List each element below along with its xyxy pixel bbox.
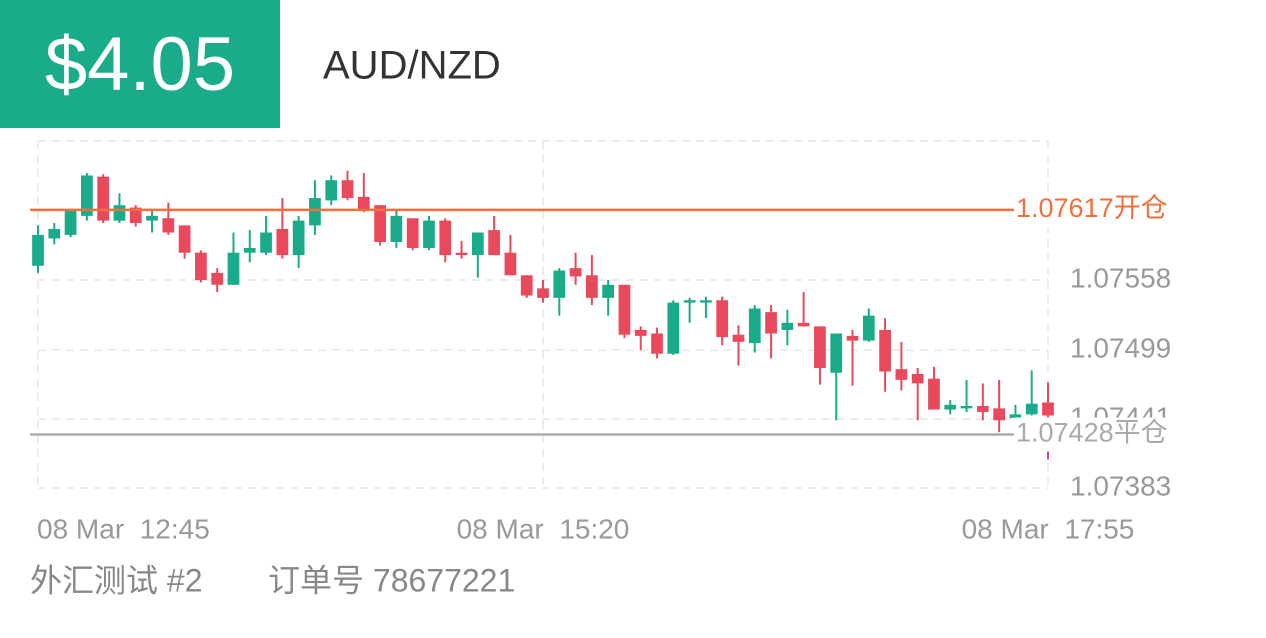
candle-body xyxy=(504,252,517,276)
candle-body xyxy=(374,205,386,243)
candle-body xyxy=(211,272,224,285)
account: 外汇测试 #2 xyxy=(30,562,203,598)
candle-body xyxy=(178,225,191,253)
candle-body xyxy=(993,408,1005,421)
candle-body xyxy=(667,302,680,354)
candle-body xyxy=(846,335,859,341)
candle-body xyxy=(455,252,468,256)
candle-body xyxy=(651,333,663,354)
x-tick-label: 08 Mar 15:20 xyxy=(457,513,630,544)
candle-body xyxy=(944,404,957,410)
candle-body xyxy=(765,312,777,334)
candle-body xyxy=(64,209,77,235)
candle-body xyxy=(537,288,549,298)
candle-body xyxy=(911,373,924,384)
candle-body xyxy=(48,228,61,239)
y-tick-label: 1.07558 xyxy=(1070,262,1171,293)
order-label-bg xyxy=(1014,417,1189,452)
candle-body xyxy=(1042,402,1054,416)
candle-body xyxy=(406,218,419,248)
candle-body xyxy=(423,220,435,248)
candle-body xyxy=(862,315,875,341)
candle-body xyxy=(976,406,989,412)
candle-body xyxy=(341,180,354,199)
candle-body xyxy=(569,268,582,277)
candle-body xyxy=(325,180,338,201)
candle-body xyxy=(276,228,289,256)
x-tick-label: 08 Mar 12:45 xyxy=(37,513,210,544)
candle-body xyxy=(602,284,615,298)
candle-body xyxy=(634,329,647,336)
candle-body xyxy=(292,220,305,256)
order-label-bg xyxy=(1014,192,1189,227)
candle-body xyxy=(243,247,256,253)
candle-body xyxy=(683,300,696,303)
candle-body xyxy=(814,326,826,368)
y-tick-label: 1.07383 xyxy=(1070,470,1171,501)
candle-body xyxy=(781,322,794,330)
candle-body xyxy=(1025,403,1038,415)
candle-body xyxy=(195,252,207,281)
candle-body xyxy=(129,207,142,223)
candle-body xyxy=(260,232,272,253)
candle-body xyxy=(748,308,761,344)
candle-body xyxy=(439,220,452,256)
candle-body xyxy=(113,205,126,221)
symbol: AUD/NZD xyxy=(323,44,501,88)
candle-body xyxy=(309,198,321,226)
candle-body xyxy=(879,329,891,372)
x-tick-label: 08 Mar 17:55 xyxy=(962,513,1135,544)
candle-body xyxy=(960,406,973,409)
candle-body xyxy=(700,300,712,303)
candle-body xyxy=(830,333,843,373)
candle-body xyxy=(586,275,598,298)
candle-body xyxy=(162,218,175,233)
candle-body xyxy=(32,234,44,266)
candle-body xyxy=(716,300,729,338)
profit: $4.05 xyxy=(45,22,235,107)
candle-body xyxy=(520,275,533,296)
order-label: 1.07617开仓 xyxy=(1016,193,1168,223)
candle-body xyxy=(81,175,93,216)
candle-body xyxy=(146,215,158,221)
profit-badge xyxy=(0,0,280,128)
candle-body xyxy=(797,322,810,327)
candle-body xyxy=(488,230,500,256)
y-tick-label: 1.07499 xyxy=(1070,333,1171,364)
candle-body xyxy=(928,378,940,410)
candle-body xyxy=(227,252,240,285)
candle-body xyxy=(471,232,484,256)
candle-body xyxy=(618,284,631,335)
order-label: 1.07428平仓 xyxy=(1016,418,1168,448)
candle-body xyxy=(1009,414,1022,418)
order-number: 订单号 78677221 xyxy=(268,562,515,598)
candle-body xyxy=(553,270,566,298)
candle-body xyxy=(97,176,110,221)
candle-body xyxy=(390,215,403,243)
candle-body xyxy=(732,334,745,342)
candle-body xyxy=(895,369,908,380)
candle-body xyxy=(357,196,370,210)
